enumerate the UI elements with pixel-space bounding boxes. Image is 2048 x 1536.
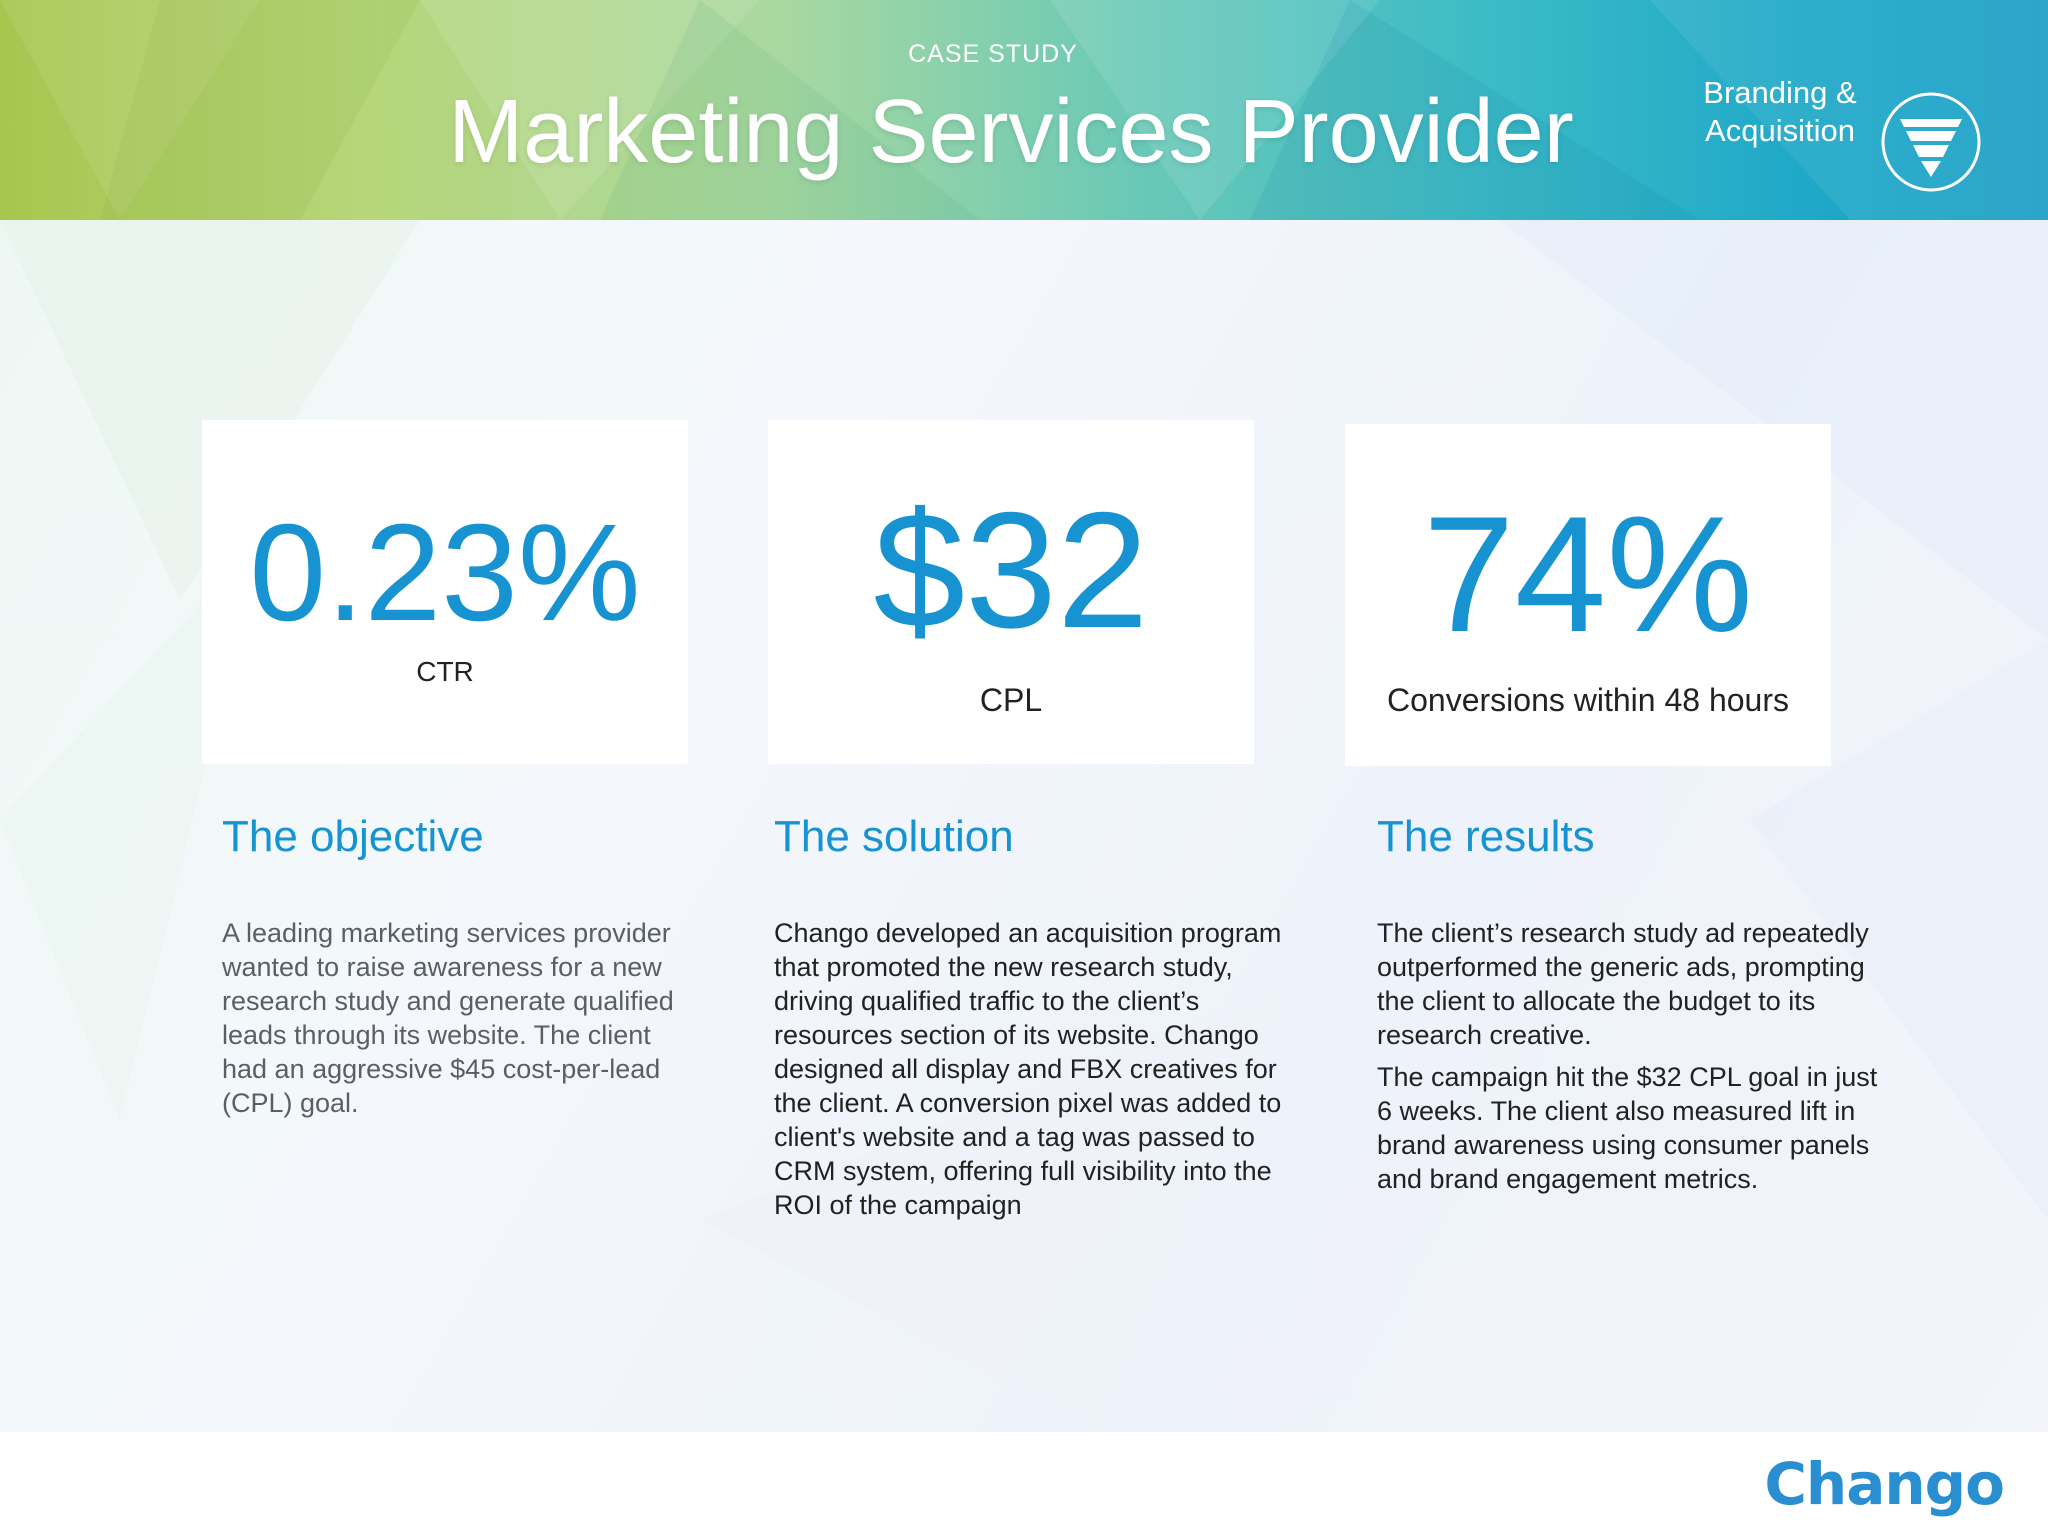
- page-title: Marketing Services Provider: [448, 82, 1574, 182]
- metric-card-conversions: 74% Conversions within 48 hours: [1345, 424, 1831, 766]
- funnel-icon: [1881, 92, 1981, 192]
- objective-paragraph: A leading marketing services provider wa…: [222, 918, 674, 1118]
- metric-value: 0.23%: [249, 496, 641, 650]
- metric-card-ctr: 0.23% CTR: [202, 420, 688, 764]
- category-tag-line-2: Acquisition: [1705, 113, 1855, 148]
- objective-heading: The objective: [222, 812, 484, 861]
- category-tag-line-1: Branding &: [1703, 75, 1857, 110]
- results-paragraph-1: The client’s research study ad repeatedl…: [1377, 918, 1869, 1050]
- objective-body: A leading marketing services provider wa…: [222, 916, 682, 1120]
- solution-body: Chango developed an acquisition program …: [774, 916, 1294, 1222]
- case-study-kicker: CASE STUDY: [908, 40, 1078, 68]
- metric-label: CPL: [979, 682, 1043, 718]
- metric-value: $32: [873, 478, 1149, 662]
- metric-label: Conversions within 48 hours: [1387, 682, 1789, 718]
- metric-value: 74%: [1422, 482, 1754, 666]
- solution-paragraph: Chango developed an acquisition program …: [774, 918, 1282, 1220]
- metric-label: CTR: [416, 656, 474, 687]
- category-tag: Branding & Acquisition: [1660, 74, 1900, 150]
- solution-heading: The solution: [774, 812, 1014, 861]
- brand-logo: Chango: [1764, 1450, 2005, 1518]
- results-paragraph-2: The campaign hit the $32 CPL goal in jus…: [1377, 1062, 1878, 1194]
- results-body: The client’s research study ad repeatedl…: [1377, 916, 1897, 1196]
- results-heading: The results: [1377, 812, 1595, 861]
- banner-facets: [0, 0, 2048, 220]
- footer-bar: [0, 1432, 2048, 1536]
- header-banner: CASE STUDY Marketing Services Provider B…: [0, 0, 2048, 220]
- metric-card-cpl: $32 CPL: [768, 420, 1254, 764]
